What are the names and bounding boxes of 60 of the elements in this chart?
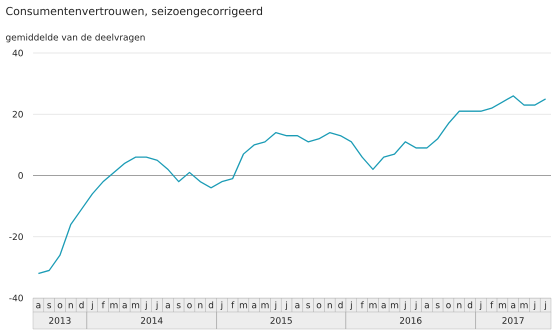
y-tick-label: -40 bbox=[9, 294, 23, 302]
x-tick-label: n bbox=[198, 303, 202, 308]
x-tick-label: f bbox=[231, 301, 234, 308]
y-tick-label: 20 bbox=[12, 110, 23, 118]
x-tick-label: j bbox=[479, 301, 482, 310]
x-tick-label: m bbox=[369, 303, 377, 308]
x-tick-label: a bbox=[252, 303, 256, 308]
x-tick-label: s bbox=[306, 303, 310, 308]
x-tick-label: a bbox=[424, 303, 429, 308]
x2-tick-label: 2015 bbox=[270, 317, 292, 324]
x-tick-label: d bbox=[338, 301, 343, 308]
x-tick-label: d bbox=[468, 301, 472, 308]
x-tick-label: n bbox=[328, 303, 332, 308]
x-tick-label: a bbox=[382, 303, 386, 308]
x-tick-label: j bbox=[544, 301, 546, 310]
x-tick-label: s bbox=[436, 303, 440, 308]
x-tick-label: j bbox=[404, 301, 406, 310]
x-tick-label: j bbox=[144, 301, 147, 310]
y-tick-label: -20 bbox=[9, 233, 23, 240]
x-tick-label: a bbox=[122, 303, 127, 308]
y-tick-label: 0 bbox=[18, 172, 23, 179]
x-tick-label: o bbox=[187, 303, 192, 308]
x-tick-label: a bbox=[511, 303, 516, 308]
x-tick-label: m bbox=[110, 303, 118, 308]
y-tick-label: 40 bbox=[12, 50, 23, 56]
x-tick-label: n bbox=[68, 303, 73, 308]
x2-tick-label: 2014 bbox=[140, 317, 163, 324]
x-tick-label: j bbox=[220, 301, 222, 310]
x-tick-label: m bbox=[261, 303, 269, 308]
x-tick-label: m bbox=[520, 303, 528, 308]
x-tick-label: m bbox=[390, 303, 398, 308]
x-tick-label: j bbox=[285, 301, 288, 310]
chart-subtitle: gemiddelde van de deelvragen bbox=[6, 34, 145, 42]
chart-title: Consumentenvertrouwen, seizoengecorrigeerd bbox=[6, 6, 262, 18]
x-tick-label: d bbox=[208, 301, 214, 308]
x-tick-label: f bbox=[102, 301, 105, 308]
x-tick-label: m bbox=[240, 303, 248, 308]
x-tick-label: j bbox=[274, 301, 276, 310]
x-tick-label: o bbox=[446, 303, 451, 308]
x-tick-label: n bbox=[457, 303, 462, 308]
x2-tick-label: 2016 bbox=[400, 317, 422, 324]
x-tick-label: f bbox=[490, 301, 494, 308]
x-tick-label: f bbox=[360, 301, 364, 308]
x-tick-label: a bbox=[295, 303, 300, 308]
x-tick-label: j bbox=[414, 301, 417, 310]
x2-tick-label: 2017 bbox=[502, 317, 524, 324]
x-tick-label: a bbox=[166, 303, 170, 308]
x-tick-label: m bbox=[498, 303, 506, 308]
x-tick-label: d bbox=[79, 301, 84, 308]
x-tick-label: j bbox=[156, 301, 158, 310]
x-tick-label: o bbox=[58, 303, 62, 308]
x-tick-label: o bbox=[316, 303, 322, 308]
x-tick-label: s bbox=[176, 303, 181, 308]
x2-tick-label: 2013 bbox=[49, 317, 71, 324]
x-tick-label: j bbox=[533, 301, 536, 310]
x-tick-label: a bbox=[36, 303, 40, 308]
x-tick-label: s bbox=[47, 303, 52, 308]
x-tick-label: j bbox=[350, 301, 352, 310]
x-tick-label: m bbox=[132, 303, 140, 308]
x-tick-label: j bbox=[90, 301, 93, 310]
